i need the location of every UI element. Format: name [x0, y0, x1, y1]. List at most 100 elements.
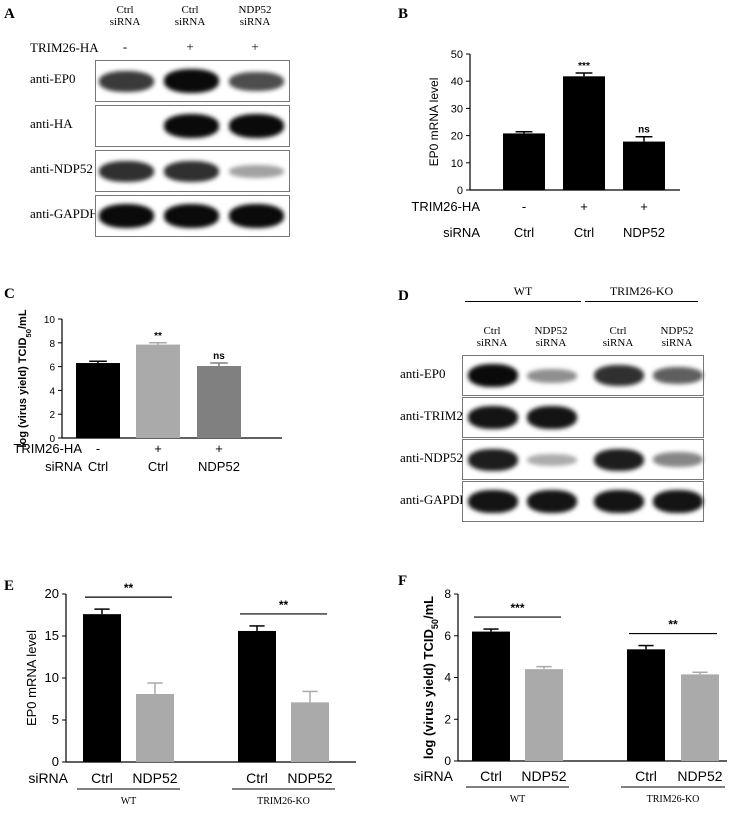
- row-label: siRNA: [443, 225, 480, 240]
- y-tick-label: 15: [45, 628, 59, 643]
- group-label: WT: [510, 794, 526, 805]
- y-axis-label: log (virus yield) TCID50/mL: [421, 596, 440, 759]
- blot-band: [527, 368, 577, 383]
- significance-label: **: [154, 331, 162, 342]
- blot-strip: [95, 60, 290, 102]
- blot-strip: [462, 355, 704, 396]
- chart-b: 0 10 20 30 40 50 EP0 mRNA level *** ns TRIM26-HA -…: [411, 49, 680, 240]
- y-tick-label: 2: [49, 410, 55, 421]
- panel-letter-f: F: [398, 573, 408, 589]
- chart-e: 0 5 10 15 20 EP0 mRNA level ** ** siRNA Ctrl NDP52…: [24, 581, 356, 807]
- bar: [83, 614, 121, 762]
- significance-label: **: [279, 598, 289, 612]
- group-label: WT: [513, 284, 533, 298]
- blot-band: [163, 160, 219, 182]
- blot-band: [594, 490, 644, 513]
- lane-header: NDP52 siRNA: [534, 325, 568, 349]
- group-label: TRIM26-KO: [609, 284, 674, 298]
- y-axis-label: log (virus yield) TCID50/mL: [17, 309, 33, 447]
- y-tick-label: 5: [52, 712, 59, 727]
- blot-band: [468, 364, 518, 387]
- blot-band: [98, 204, 154, 228]
- panel-letter-a: A: [4, 6, 15, 22]
- blot-label-anti-gapdh: anti-GAPDH: [30, 206, 99, 221]
- group-line: [465, 301, 581, 302]
- blot-band: [653, 452, 703, 467]
- blot-band: [468, 448, 518, 471]
- bar: [627, 649, 665, 761]
- blot-strip: [95, 150, 290, 192]
- blot-band: [163, 69, 219, 93]
- y-axis-label: EP0 mRNA level: [427, 78, 441, 167]
- blot-band: [468, 490, 518, 513]
- blot-panel-d: Ctrl siRNA NDP52 siRNA Ctrl siRNA NDP52 siR…: [395, 285, 715, 525]
- blot-label-anti-ep0: anti-EP0: [30, 71, 76, 86]
- row-value: +: [154, 441, 162, 456]
- y-tick-label: 6: [49, 363, 55, 374]
- y-tick-label: 4: [49, 386, 55, 397]
- significance-label: **: [668, 618, 678, 632]
- y-tick-label: 40: [451, 76, 463, 88]
- blot-label-anti-ndp52: anti-NDP52: [30, 161, 93, 176]
- treatment-label: TRIM26-HA: [30, 40, 99, 55]
- y-tick-label: 6: [444, 629, 451, 643]
- blot-band: [527, 406, 577, 429]
- bar: [623, 141, 665, 190]
- y-tick-label: 10: [451, 158, 463, 170]
- y-tick-label: 20: [45, 586, 59, 601]
- panel-letter-e: E: [4, 578, 15, 594]
- lane-header: NDP52 siRNA: [660, 325, 694, 349]
- blot-band: [594, 365, 644, 386]
- blot-label-anti-ep0: anti-EP0: [400, 365, 446, 381]
- blot-band: [228, 71, 284, 91]
- bar: [563, 76, 605, 190]
- row-value: Ctrl: [514, 225, 534, 240]
- panel-letter-d: D: [398, 288, 409, 304]
- y-tick-label: 50: [451, 49, 463, 61]
- blot-strip: [95, 195, 290, 237]
- bar: [681, 674, 719, 761]
- significance-label: ***: [578, 61, 590, 72]
- blot-panel-a: Ctrl siRNA Ctrl siRNA NDP52 siRNA TRIM26-HA…: [0, 0, 300, 255]
- row-value: +: [640, 199, 648, 214]
- row-value: +: [215, 441, 223, 456]
- blot-strip: [95, 105, 290, 147]
- group-line: [585, 301, 698, 302]
- blot-band: [98, 160, 154, 182]
- blot-label-anti-gapdh: anti-GAPDH: [400, 491, 469, 507]
- blot-strip: [462, 481, 704, 522]
- blot-band: [527, 453, 577, 466]
- blot-strip: [462, 397, 704, 438]
- row-value: NDP52: [198, 459, 240, 474]
- row-label: siRNA: [413, 768, 453, 784]
- blot-strip: [462, 439, 704, 480]
- category-label: NDP52: [521, 768, 566, 784]
- row-value: NDP52: [623, 225, 665, 240]
- lane-header: NDP52 siRNA: [238, 4, 272, 28]
- significance-label: ns: [213, 351, 225, 362]
- blot-band: [653, 367, 703, 384]
- y-tick-label: 2: [444, 712, 451, 726]
- chart-c: 0 2 4 6 8 10 log (virus yield) TCID50/mL ** ns TR…: [13, 309, 282, 474]
- y-tick-label: 10: [44, 315, 56, 326]
- bar: [291, 702, 329, 762]
- y-axis-label: EP0 mRNA level: [24, 630, 39, 726]
- blot-band: [468, 406, 518, 429]
- treatment-sign: +: [186, 39, 194, 54]
- blot-band: [653, 490, 703, 513]
- treatment-sign: +: [251, 39, 259, 54]
- y-tick-label: 4: [444, 671, 451, 685]
- panel-letter-b: B: [398, 6, 409, 22]
- bar: [76, 363, 120, 438]
- category-label: NDP52: [132, 770, 177, 786]
- row-label: TRIM26-HA: [411, 199, 480, 214]
- y-tick-label: 20: [451, 131, 463, 143]
- bar: [197, 366, 241, 438]
- blot-band: [228, 204, 284, 228]
- y-tick-label: 10: [45, 670, 59, 685]
- lane-header: Ctrl siRNA: [109, 4, 141, 28]
- lane-header: Ctrl siRNA: [476, 325, 508, 349]
- blot-band: [594, 448, 644, 471]
- blot-band: [163, 114, 219, 138]
